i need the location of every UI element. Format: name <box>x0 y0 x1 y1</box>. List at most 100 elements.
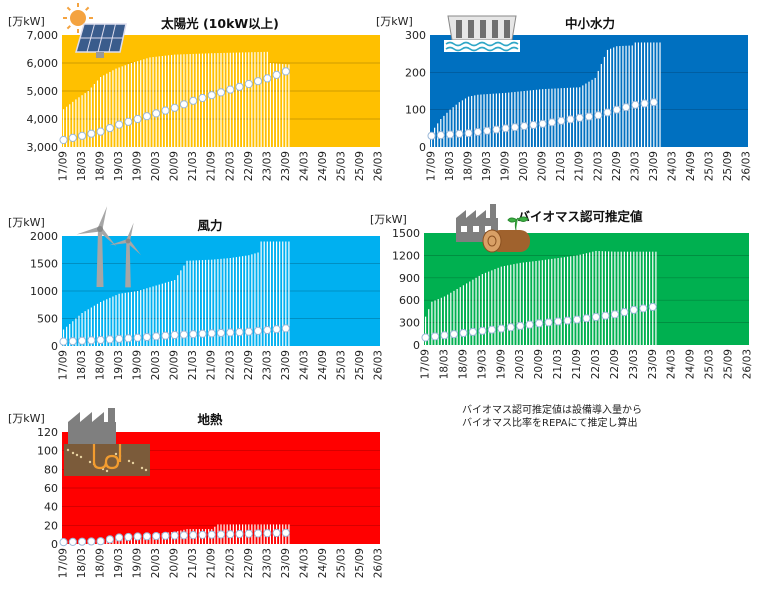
x-tick-label: 22/09 <box>611 151 623 181</box>
x-tick-label: 20/09 <box>533 349 545 379</box>
factory-body <box>68 422 116 444</box>
water-wave <box>445 46 519 52</box>
turbine-hub <box>97 226 103 232</box>
x-tick-label: 23/09 <box>648 151 660 181</box>
marker <box>133 114 142 124</box>
y-tick-label: 2000 <box>30 230 58 243</box>
y-tick-label: 3,000 <box>27 141 59 154</box>
x-tick-label: 24/09 <box>317 350 329 380</box>
marker <box>207 329 216 338</box>
marker <box>142 112 152 121</box>
marker <box>430 332 440 341</box>
x-tick-label: 22/03 <box>590 349 602 379</box>
x-tick-label: 26/03 <box>372 548 384 578</box>
marker <box>520 121 529 131</box>
x-tick-label: 21/03 <box>555 151 567 181</box>
marker <box>566 115 575 124</box>
x-tick-label: 25/09 <box>722 349 734 379</box>
x-tick-label: 25/03 <box>335 350 347 380</box>
marker <box>547 118 557 127</box>
chart-panel-2: 0 500 1000 1500 2000[万kW] 17/09 18/03 18/09 19/0… <box>8 206 384 380</box>
x-tick-label: 21/09 <box>206 151 218 181</box>
y-axis-label: [万kW] <box>8 412 45 425</box>
x-tick-label: 17/09 <box>58 548 70 578</box>
marker <box>189 531 198 540</box>
marker <box>59 538 68 547</box>
marker <box>563 316 572 325</box>
y-axis-label: [万kW] <box>376 15 413 28</box>
x-tick-label: 25/03 <box>335 548 347 578</box>
x-tick-label: 20/03 <box>514 349 526 379</box>
y-tick-label: 6,000 <box>27 57 59 70</box>
soil-dot <box>144 468 148 472</box>
x-tick-label: 20/09 <box>169 350 181 380</box>
marker <box>620 308 629 317</box>
marker <box>436 131 445 140</box>
marker <box>152 531 161 541</box>
y-axis-label: [万kW] <box>8 15 45 28</box>
x-tick-label: 19/09 <box>132 548 144 578</box>
x-tick-label: 24/09 <box>685 151 697 181</box>
log-ring <box>487 235 497 247</box>
factory-window <box>461 226 467 232</box>
y-tick-label: 0 <box>51 340 58 353</box>
turbine-blade <box>126 239 142 256</box>
marker <box>87 537 96 546</box>
marker <box>198 530 207 540</box>
marker <box>226 530 235 539</box>
x-tick-label: 23/03 <box>261 350 273 380</box>
y-tick-label: 300 <box>399 317 420 330</box>
factory-chimney <box>490 204 496 218</box>
x-tick-label: 17/09 <box>58 151 70 181</box>
marker <box>459 328 468 338</box>
x-tick-label: 19/03 <box>481 151 493 181</box>
x-tick-label: 23/09 <box>280 151 292 181</box>
x-tick-label: 24/03 <box>298 350 310 380</box>
x-tick-label: 22/09 <box>243 151 255 181</box>
factory-roof <box>456 210 486 218</box>
x-tick-label: 17/09 <box>426 151 438 181</box>
y-tick-label: 0 <box>413 339 420 352</box>
y-tick-label: 4,000 <box>27 113 59 126</box>
turbine-hub <box>125 238 131 244</box>
marker <box>629 305 638 315</box>
marker <box>133 333 142 342</box>
marker <box>216 88 226 97</box>
marker <box>207 530 216 539</box>
marker <box>594 111 603 120</box>
x-tick-label: 26/03 <box>740 151 752 181</box>
factory-window <box>473 226 479 232</box>
x-tick-label: 23/03 <box>261 151 273 181</box>
dam-spillway <box>504 20 510 38</box>
y-tick-label: 1500 <box>392 227 420 240</box>
dam-spillway <box>468 20 474 38</box>
x-tick-label: 24/03 <box>666 151 678 181</box>
x-tick-label: 24/09 <box>317 548 329 578</box>
marker <box>272 528 281 538</box>
y-tick-label: 5,000 <box>27 85 59 98</box>
soil-dot <box>127 459 131 463</box>
x-tick-label: 17/09 <box>420 349 432 379</box>
soil-dot <box>79 455 83 459</box>
marker <box>142 332 152 342</box>
chart-panel-1: 0 100 200 300[万kW] 17/09 18/03 18/09 19/03 19/09… <box>376 15 752 181</box>
sun-disc <box>70 10 86 26</box>
marker <box>281 67 290 76</box>
marker <box>96 127 105 136</box>
y-tick-label: 900 <box>399 272 420 285</box>
marker <box>179 330 189 339</box>
x-tick-label: 18/03 <box>439 349 451 379</box>
x-tick-label: 19/09 <box>500 151 512 181</box>
sun-ray <box>66 25 71 30</box>
x-tick-label: 19/03 <box>113 151 125 181</box>
x-tick-label: 26/03 <box>372 350 384 380</box>
soil-dot <box>88 460 92 464</box>
dam-spillway <box>456 20 462 38</box>
marker <box>544 318 553 327</box>
marker <box>483 126 492 135</box>
x-tick-label: 25/09 <box>722 151 734 181</box>
marker <box>572 315 582 324</box>
marker <box>272 70 281 80</box>
turbine-blade <box>76 226 101 235</box>
turbine-tower <box>96 229 104 287</box>
